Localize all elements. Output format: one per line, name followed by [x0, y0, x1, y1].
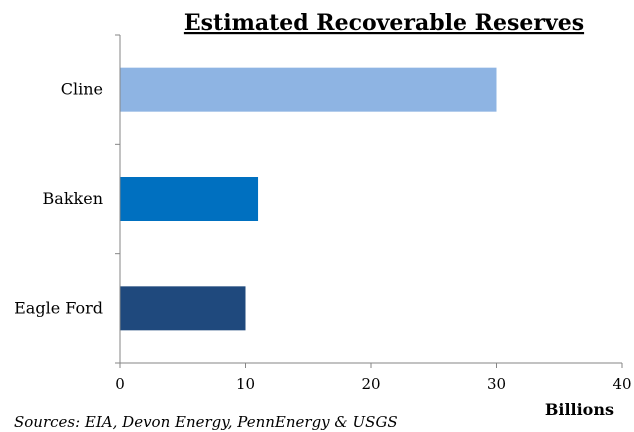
x-tick-label: 30 [487, 375, 506, 393]
x-tick-label: 20 [361, 375, 380, 393]
bars-group [120, 67, 497, 331]
x-tick-label: 10 [236, 375, 255, 393]
source-note: Sources: EIA, Devon Energy, PennEnergy &… [14, 413, 398, 431]
bar-cline [120, 67, 497, 112]
x-tick-label: 0 [115, 375, 125, 393]
x-axis-label: Billions [545, 400, 614, 419]
category-label-eagle-ford: Eagle Ford [14, 298, 103, 317]
chart-title: Estimated Recoverable Reserves [184, 10, 584, 36]
x-tick-label: 40 [612, 375, 631, 393]
bar-bakken [120, 177, 259, 221]
category-label-cline: Cline [61, 80, 103, 99]
category-label-bakken: Bakken [43, 189, 103, 208]
category-labels: Cline Bakken Eagle Ford [14, 80, 103, 318]
bar-eagle-ford [120, 286, 246, 331]
x-tick-labels: 0 10 20 30 40 [115, 375, 631, 393]
axes [115, 34, 623, 368]
